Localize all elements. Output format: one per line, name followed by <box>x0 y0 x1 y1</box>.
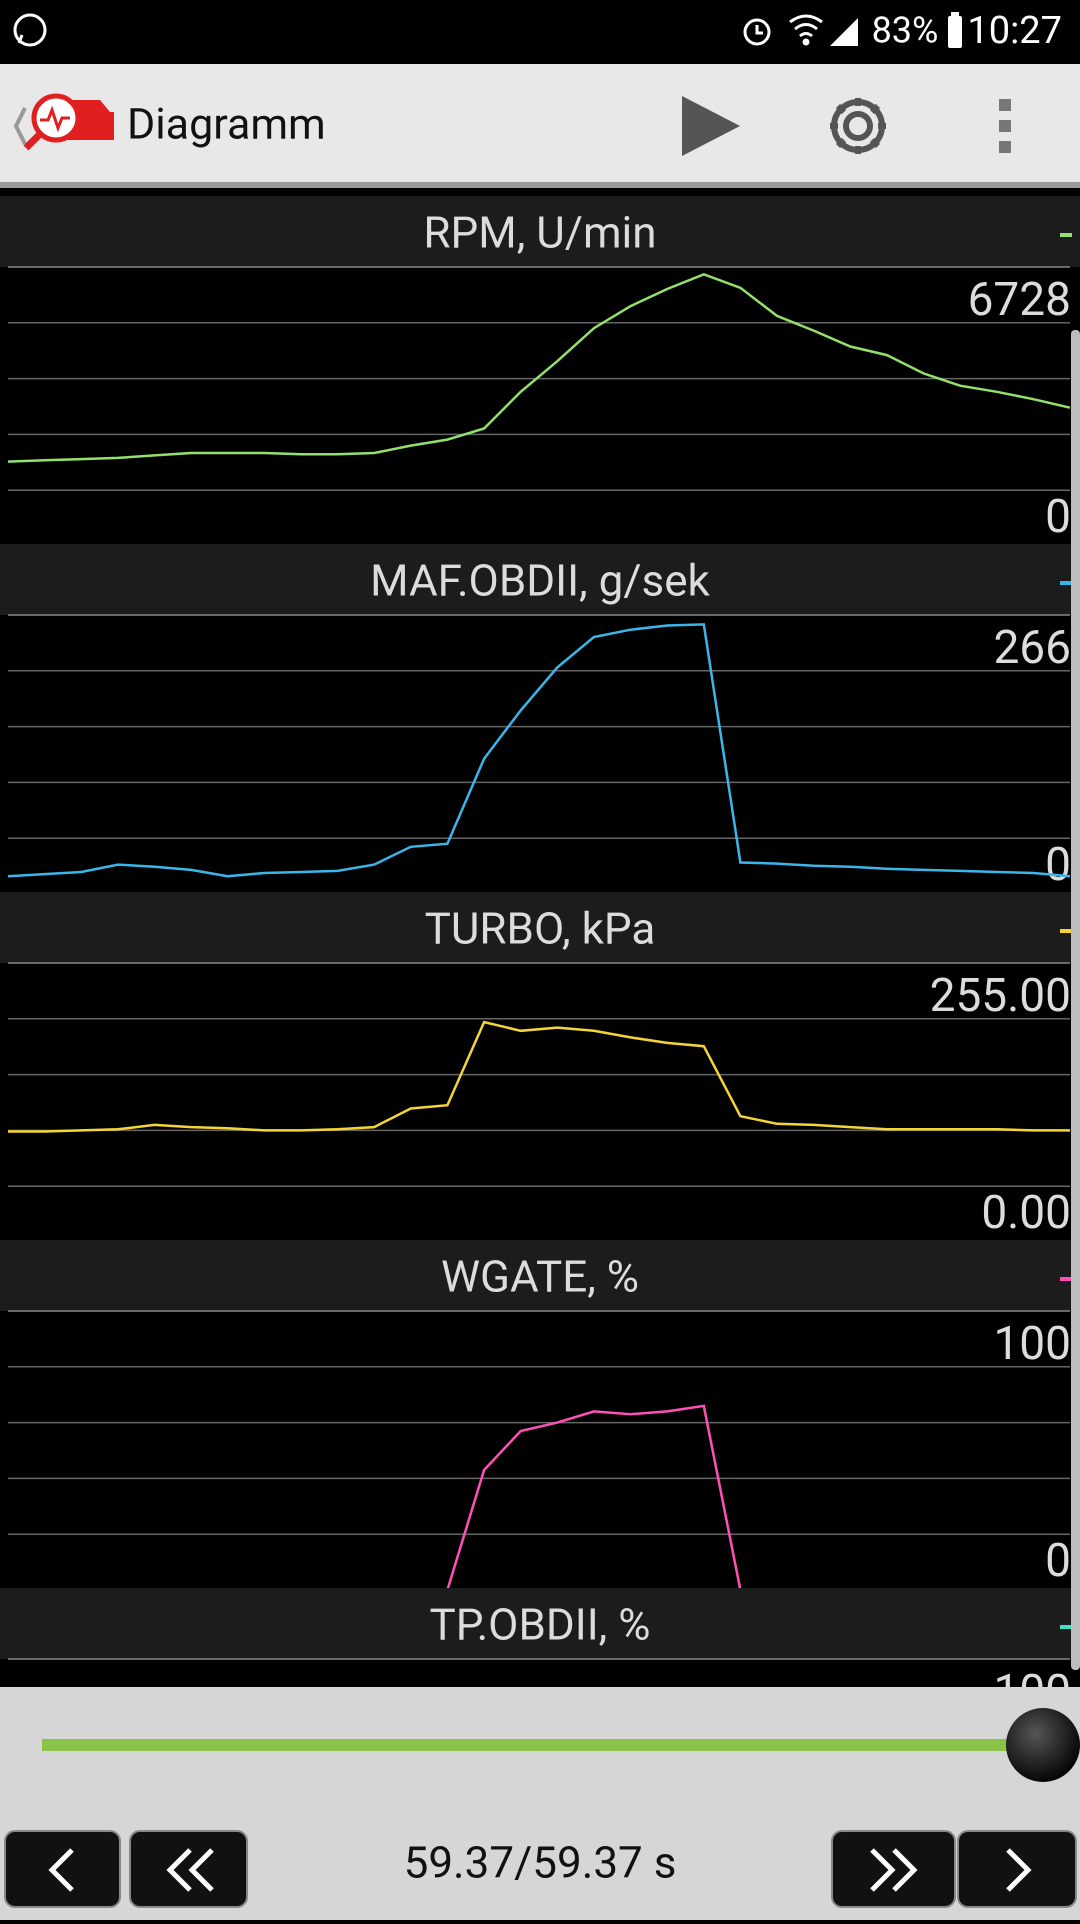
legend-swatch <box>1060 929 1072 933</box>
legend-swatch <box>1060 1277 1072 1281</box>
title-band <box>0 544 1080 615</box>
plot-area <box>8 963 1070 1242</box>
chart-title: MAF.OBDII, g/sek <box>370 555 710 607</box>
y-tick-label: 0 <box>1045 490 1071 544</box>
chart-title: WGATE, % <box>441 1251 639 1303</box>
app-bar-shadow <box>0 182 1080 188</box>
chart-title: TURBO, kPa <box>425 903 656 955</box>
app-title: Diagramm <box>127 99 326 149</box>
scrollbar <box>1071 330 1080 1670</box>
whatsapp-icon <box>13 13 47 47</box>
plot-area <box>8 1659 1070 1687</box>
legend-swatch <box>1060 1625 1072 1629</box>
y-tick-label: 6728 <box>968 273 1071 327</box>
title-band <box>0 196 1080 267</box>
play-button[interactable] <box>682 96 740 156</box>
battery-icon <box>948 12 962 48</box>
title-band <box>0 1240 1080 1311</box>
chart-title: RPM, U/min <box>423 207 656 259</box>
data-line <box>8 1020 1070 1133</box>
slider-knob[interactable] <box>1006 1708 1080 1782</box>
playback-time: 59.37/59.37 s <box>404 1837 677 1889</box>
fast-forward-button[interactable] <box>831 1830 956 1908</box>
wifi-icon <box>789 14 823 46</box>
y-tick-label: 100 <box>993 1317 1071 1371</box>
menu-button[interactable] <box>999 99 1011 153</box>
data-line <box>7 623 1071 878</box>
y-tick-label: 100 <box>993 1665 1071 1719</box>
app-logo <box>23 93 114 151</box>
y-tick-label: 255.00 <box>930 969 1071 1023</box>
y-tick-label: 0.00 <box>981 1186 1071 1240</box>
title-band <box>0 892 1080 963</box>
legend-swatch <box>1060 233 1072 237</box>
y-tick-label: 266 <box>993 621 1071 675</box>
data-line <box>7 272 1071 463</box>
chart-title: TP.OBDII, % <box>430 1599 651 1651</box>
y-tick-label: 0 <box>1045 1534 1071 1588</box>
step-back-button[interactable] <box>4 1830 121 1908</box>
title-band <box>0 1588 1080 1659</box>
plot-area <box>8 1311 1070 1590</box>
battery-level: 83% <box>872 10 939 52</box>
signal-icon <box>830 18 858 46</box>
status-bar <box>0 0 1080 64</box>
chart-list[interactable]: RPM, U/min 0 6728 MAF.OBDII, g/sek 0 266 TURBO… <box>0 196 1080 1920</box>
step-forward-button[interactable] <box>957 1830 1077 1908</box>
settings-button[interactable] <box>830 98 886 154</box>
plot-area <box>8 615 1070 894</box>
y-tick-label: 0 <box>1045 838 1071 892</box>
back-arrow[interactable] <box>13 107 27 145</box>
plot-area <box>8 267 1070 546</box>
alarm-icon <box>743 18 771 46</box>
fast-back-button[interactable] <box>129 1830 248 1908</box>
app-bar <box>0 64 1080 184</box>
playback-slider[interactable] <box>42 1739 1042 1751</box>
clock: 10:27 <box>967 9 1062 53</box>
legend-swatch <box>1060 581 1072 585</box>
